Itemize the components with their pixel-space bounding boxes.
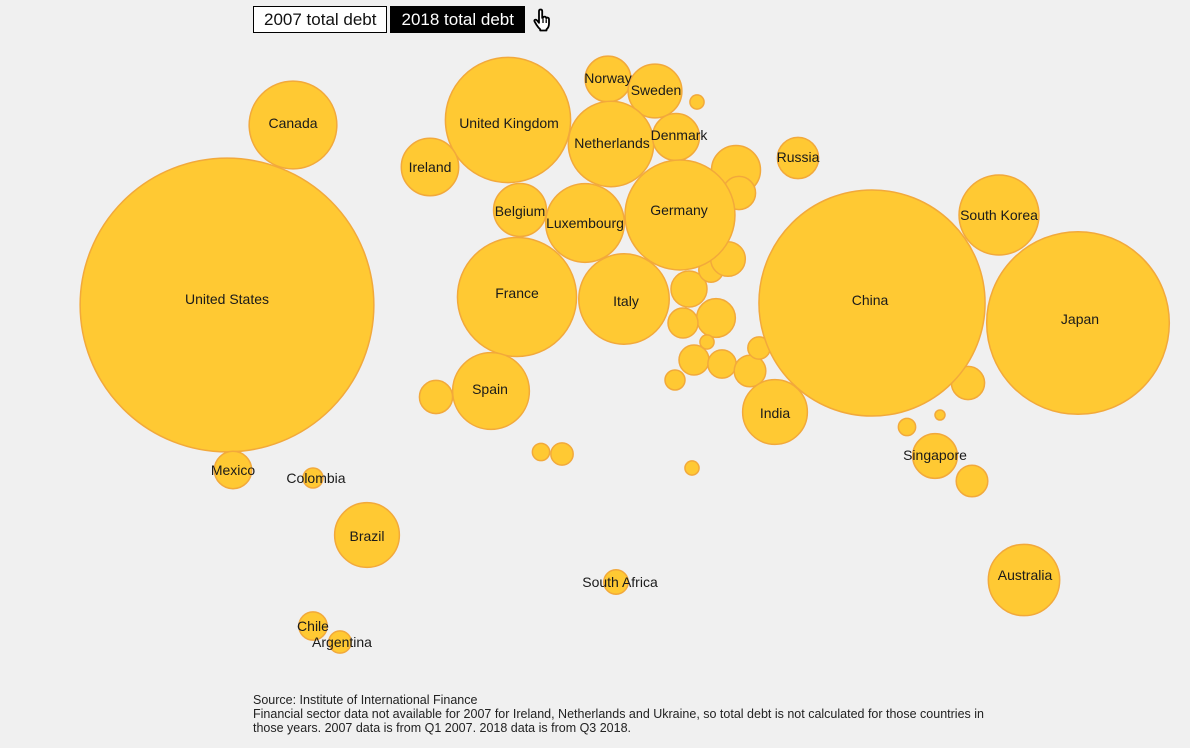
country-bubble-unlabeled[interactable] — [707, 349, 737, 379]
country-bubble-unlabeled[interactable] — [695, 297, 737, 339]
country-bubble-italy[interactable] — [578, 253, 670, 345]
country-label-brazil: Brazil — [349, 528, 384, 544]
country-bubble-mexico[interactable] — [213, 450, 253, 490]
country-label-japan: Japan — [1061, 311, 1099, 327]
country-bubble-china[interactable] — [758, 189, 986, 417]
country-bubble-spain[interactable] — [451, 351, 531, 431]
country-bubble-brazil[interactable] — [333, 501, 401, 569]
country-bubble-united-kingdom[interactable] — [444, 56, 572, 184]
country-label-france: France — [495, 285, 539, 301]
country-bubble-unlabeled[interactable] — [955, 464, 989, 498]
chart-footnote: Source: Institute of International Finan… — [253, 693, 1013, 735]
toggle-2007-button[interactable]: 2007 total debt — [253, 6, 388, 33]
country-bubble-unlabeled[interactable] — [934, 409, 946, 421]
country-bubble-japan[interactable] — [985, 230, 1171, 416]
country-bubble-chile[interactable] — [298, 611, 328, 641]
country-label-spain: Spain — [472, 381, 508, 397]
country-bubble-russia[interactable] — [776, 136, 820, 180]
country-bubble-france[interactable] — [456, 236, 578, 358]
country-bubble-belgium[interactable] — [492, 182, 548, 238]
country-bubble-unlabeled[interactable] — [550, 442, 574, 466]
country-label-india: India — [760, 405, 791, 421]
country-bubble-unlabeled[interactable] — [699, 334, 715, 350]
country-label-colombia: Colombia — [286, 470, 345, 486]
country-bubble-ireland[interactable] — [400, 137, 460, 197]
country-label-south-africa: South Africa — [582, 574, 658, 590]
country-label-netherlands: Netherlands — [574, 135, 650, 151]
country-bubble-unlabeled[interactable] — [897, 417, 917, 437]
country-label-sweden: Sweden — [631, 82, 682, 98]
country-label-china: China — [852, 292, 889, 308]
bubble-chart: United States Canada United Kingdom Ireland… — [79, 55, 1171, 654]
country-label-chile: Chile — [297, 618, 329, 634]
country-bubble-argentina[interactable] — [328, 630, 352, 654]
country-bubble-luxembourg[interactable] — [544, 182, 626, 264]
country-label-singapore: Singapore — [903, 447, 967, 463]
country-label-germany: Germany — [650, 202, 708, 218]
country-bubble-germany[interactable] — [624, 159, 736, 271]
country-bubble-unlabeled[interactable] — [689, 94, 705, 110]
country-label-argentina: Argentina — [312, 634, 372, 650]
year-toggle: 2007 total debt 2018 total debt — [253, 6, 552, 33]
methodology-note: Financial sector data not available for … — [253, 707, 984, 735]
hand-pointer-icon — [533, 8, 550, 31]
country-label-italy: Italy — [613, 293, 639, 309]
country-bubble-australia[interactable] — [987, 543, 1061, 617]
source-note: Source: Institute of International Finan… — [253, 693, 478, 707]
country-label-norway: Norway — [584, 70, 631, 86]
country-bubble-south-africa[interactable] — [603, 569, 629, 595]
country-label-united-kingdom: United Kingdom — [459, 115, 559, 131]
country-label-denmark: Denmark — [651, 127, 709, 143]
country-label-mexico: Mexico — [211, 462, 256, 478]
country-bubble-unlabeled[interactable] — [531, 442, 551, 462]
country-label-luxembourg: Luxembourg — [546, 215, 624, 231]
toggle-2018-button[interactable]: 2018 total debt — [390, 6, 525, 33]
country-bubble-sweden[interactable] — [627, 63, 683, 119]
country-bubble-unlabeled[interactable] — [678, 344, 710, 376]
country-label-belgium: Belgium — [495, 203, 546, 219]
country-bubble-unlabeled[interactable] — [664, 369, 686, 391]
country-bubble-south-korea[interactable] — [958, 174, 1040, 256]
country-label-russia: Russia — [777, 149, 820, 165]
country-bubble-canada[interactable] — [248, 80, 338, 170]
country-bubble-singapore[interactable] — [911, 432, 959, 480]
country-bubble-colombia[interactable] — [302, 467, 324, 489]
country-bubble-unlabeled[interactable] — [684, 460, 700, 476]
country-bubble-unlabeled[interactable] — [418, 379, 454, 415]
country-label-canada: Canada — [268, 115, 317, 131]
country-bubble-unlabeled[interactable] — [670, 270, 708, 308]
country-label-united-states: United States — [185, 291, 269, 307]
country-label-ireland: Ireland — [409, 159, 452, 175]
country-bubble-unlabeled[interactable] — [667, 307, 699, 339]
country-bubble-india[interactable] — [741, 378, 809, 446]
country-label-south-korea: South Korea — [960, 207, 1038, 223]
country-label-australia: Australia — [998, 567, 1053, 583]
